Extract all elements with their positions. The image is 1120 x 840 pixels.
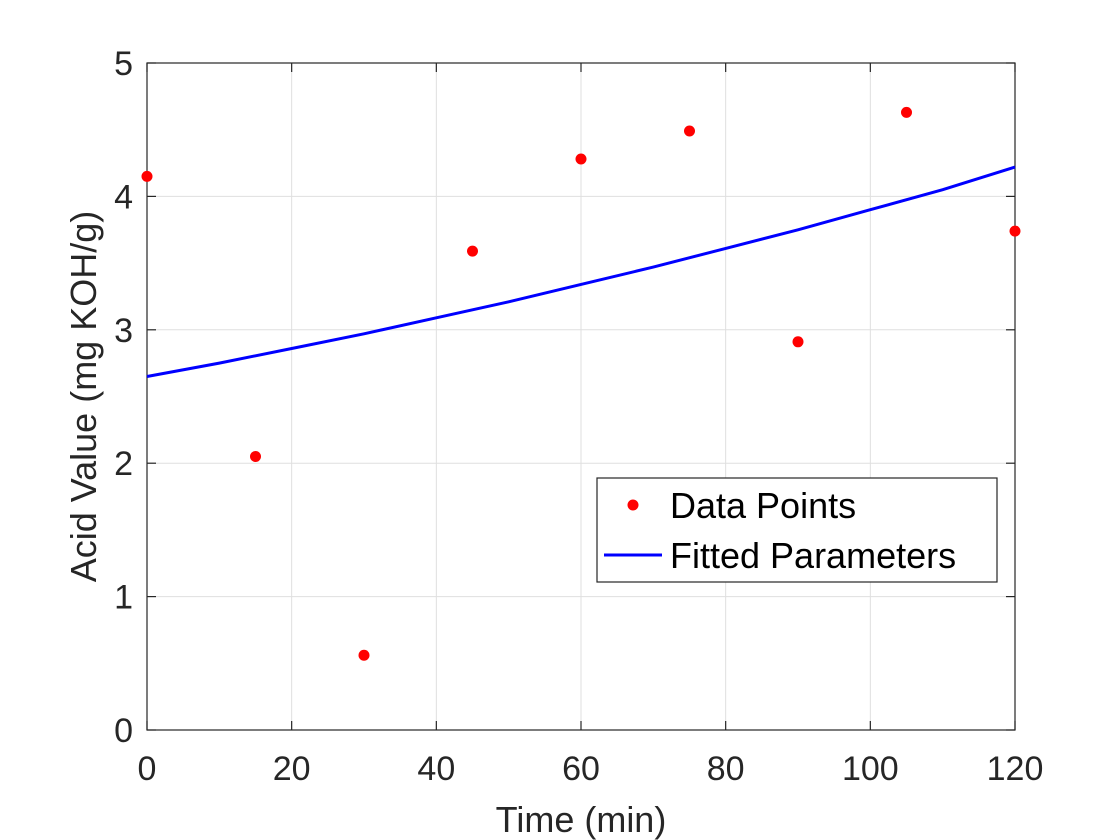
data-point: [141, 170, 153, 182]
x-tick-label: 20: [273, 750, 311, 788]
x-tick-label: 0: [138, 750, 157, 788]
fitted-line: [146, 165, 1016, 378]
data-point: [250, 451, 261, 463]
x-tick-label: 120: [987, 750, 1044, 788]
x-axis-label: Time (min): [496, 799, 667, 840]
legend-label-fitted-parameters: Fitted Parameters: [670, 535, 956, 576]
data-point: [1009, 225, 1021, 237]
data-point: [901, 106, 912, 118]
legend: Data Points Fitted Parameters: [596, 477, 998, 583]
x-tick-label: 80: [707, 750, 745, 788]
x-tick-label: 40: [417, 750, 455, 788]
y-tick-label: 5: [114, 45, 133, 83]
series-layer: [141, 106, 1021, 661]
x-tick-label: 100: [842, 750, 899, 788]
data-point: [684, 125, 695, 137]
y-tick-labels: 0 1 2 3 4 5: [114, 45, 133, 750]
data-point: [575, 153, 587, 165]
y-tick-label: 3: [114, 312, 133, 350]
x-tick-labels: 0 20 40 60 80 100 120: [138, 750, 1044, 788]
tick-marks: [146, 62, 1016, 731]
y-axis-label: Acid Value (mg KOH/g): [63, 211, 104, 582]
y-tick-label: 1: [114, 579, 133, 617]
y-tick-label: 0: [114, 712, 133, 750]
y-tick-label: 4: [114, 178, 133, 216]
x-tick-label: 60: [562, 750, 600, 788]
data-point: [792, 336, 804, 348]
legend-marker-data-points: [627, 499, 639, 511]
data-point: [358, 649, 370, 661]
y-tick-label: 2: [114, 445, 133, 483]
legend-label-data-points: Data Points: [670, 485, 856, 526]
legend-box: [596, 477, 998, 583]
data-point: [467, 245, 478, 257]
